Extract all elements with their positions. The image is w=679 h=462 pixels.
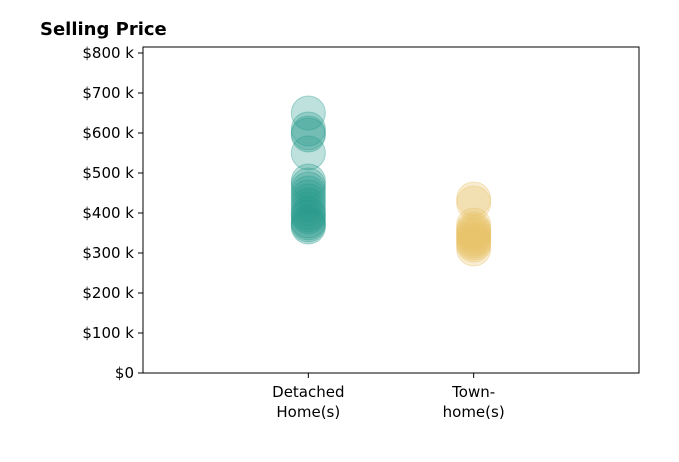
data-point: [456, 207, 492, 243]
data-point: [290, 95, 326, 131]
data-point: [290, 117, 326, 153]
x-tick-label-line: home(s): [443, 403, 505, 421]
data-point: [456, 215, 492, 251]
data-point: [456, 213, 492, 249]
data-point: [290, 135, 326, 171]
data-point: [290, 171, 326, 207]
y-tick-label: $500 k: [82, 164, 134, 182]
data-point: [290, 199, 326, 235]
data-point: [290, 205, 326, 241]
data-point: [290, 209, 326, 245]
x-tick-label: Town-home(s): [443, 383, 505, 421]
y-tick-label: $300 k: [82, 244, 134, 262]
data-point: [290, 163, 326, 199]
data-point: [456, 219, 492, 255]
data-point: [290, 175, 326, 211]
chart-title: Selling Price: [40, 19, 167, 40]
data-point: [290, 191, 326, 227]
data-point: [456, 181, 492, 217]
data-point: [456, 185, 492, 221]
data-point: [456, 225, 492, 261]
plot-frame: [142, 46, 640, 374]
plot-points: [290, 95, 492, 267]
data-point: [290, 179, 326, 215]
data-point: [456, 223, 492, 259]
data-point: [456, 227, 492, 263]
data-point: [290, 187, 326, 223]
y-tick-label: $0: [115, 364, 134, 382]
y-tick-label: $600 k: [82, 124, 134, 142]
y-tick-label: $200 k: [82, 284, 134, 302]
data-point: [290, 111, 326, 147]
data-point: [456, 217, 492, 253]
data-point: [290, 195, 326, 231]
data-point: [290, 167, 326, 203]
y-axis: $0 $100 k $200 k $300 k $400 k $500 k $600 k $7…: [82, 44, 143, 382]
x-tick-label: Detached Home(s): [272, 383, 344, 421]
x-tick-label-line: Town-: [451, 383, 495, 401]
y-tick-label: $400 k: [82, 204, 134, 222]
data-point: [290, 183, 326, 219]
data-point: [456, 231, 492, 267]
x-tick-label-line: Detached: [272, 383, 344, 401]
x-tick-label-line: Home(s): [276, 403, 340, 421]
y-tick-label: $100 k: [82, 324, 134, 342]
y-tick-label: $800 k: [82, 44, 134, 62]
data-point: [290, 197, 326, 233]
data-point: [290, 115, 326, 151]
data-point: [290, 207, 326, 243]
x-axis: Detached Home(s) Town-home(s): [272, 373, 505, 421]
data-point: [456, 221, 492, 257]
data-point: [290, 203, 326, 239]
data-point: [456, 211, 492, 247]
y-tick-label: $700 k: [82, 84, 134, 102]
